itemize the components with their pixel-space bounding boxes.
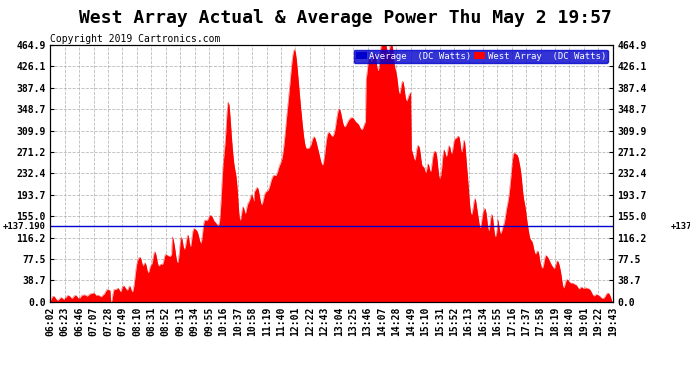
Text: Copyright 2019 Cartronics.com: Copyright 2019 Cartronics.com — [50, 34, 221, 44]
Text: +137.190: +137.190 — [3, 222, 46, 231]
Legend: Average  (DC Watts), West Array  (DC Watts): Average (DC Watts), West Array (DC Watts… — [353, 50, 608, 63]
Text: +137.190: +137.190 — [671, 222, 690, 231]
Text: West Array Actual & Average Power Thu May 2 19:57: West Array Actual & Average Power Thu Ma… — [79, 9, 611, 27]
